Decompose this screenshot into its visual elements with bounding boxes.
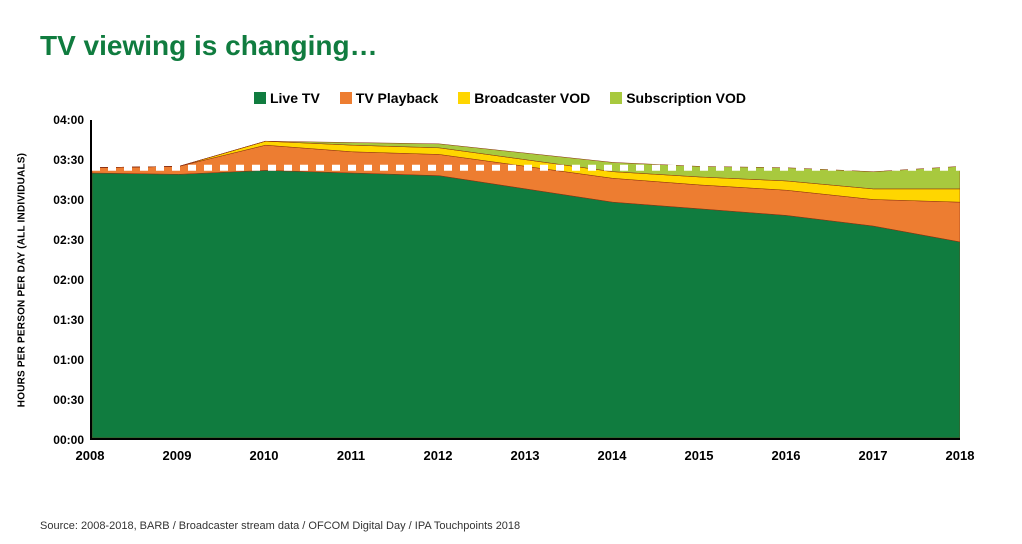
y-tick-label: 03:00 (53, 193, 84, 207)
x-tick-label: 2017 (859, 448, 888, 463)
x-tick-label: 2014 (598, 448, 627, 463)
legend: Live TV TV Playback Broadcaster VOD Subscri… (40, 90, 960, 107)
legend-swatch (458, 92, 470, 104)
legend-swatch (340, 92, 352, 104)
x-tick-label: 2013 (511, 448, 540, 463)
y-tick-label: 01:30 (53, 313, 84, 327)
x-tick-label: 2008 (76, 448, 105, 463)
legend-item: TV Playback (340, 90, 439, 106)
y-tick-label: 04:00 (53, 113, 84, 127)
x-tick-label: 2012 (424, 448, 453, 463)
source-footnote: Source: 2008-2018, BARB / Broadcaster st… (40, 520, 520, 532)
y-tick-label: 02:30 (53, 233, 84, 247)
legend-label: Broadcaster VOD (474, 90, 590, 106)
x-tick-label: 2011 (337, 448, 365, 463)
x-tick-label: 2009 (163, 448, 192, 463)
x-axis-ticks: 2008200920102011201220132014201520162017… (90, 442, 960, 470)
legend-item: Broadcaster VOD (458, 90, 590, 106)
y-tick-label: 00:00 (53, 433, 84, 447)
plot-border (90, 120, 960, 440)
y-tick-label: 01:00 (53, 353, 84, 367)
y-axis-ticks: 00:0000:3001:0001:3002:0002:3003:0003:30… (40, 120, 88, 440)
y-axis-title: HOURS PER PERSON PER DAY (ALL INDIVIDUAL… (17, 153, 28, 407)
y-tick-label: 02:00 (53, 273, 84, 287)
legend-label: Live TV (270, 90, 320, 106)
chart: HOURS PER PERSON PER DAY (ALL INDIVIDUAL… (40, 90, 960, 470)
legend-item: Subscription VOD (610, 90, 746, 106)
x-tick-label: 2015 (685, 448, 714, 463)
legend-label: Subscription VOD (626, 90, 746, 106)
x-tick-label: 2016 (772, 448, 801, 463)
legend-swatch (254, 92, 266, 104)
stacked-area-svg (92, 120, 960, 438)
legend-swatch (610, 92, 622, 104)
legend-item: Live TV (254, 90, 320, 106)
y-tick-label: 00:30 (53, 393, 84, 407)
y-tick-label: 03:30 (53, 153, 84, 167)
x-tick-label: 2018 (946, 448, 975, 463)
x-tick-label: 2010 (250, 448, 279, 463)
slide: TV viewing is changing… HOURS PER PERSON… (0, 0, 1022, 544)
page-title: TV viewing is changing… (40, 30, 982, 62)
plot-area (90, 120, 960, 440)
legend-label: TV Playback (356, 90, 439, 106)
